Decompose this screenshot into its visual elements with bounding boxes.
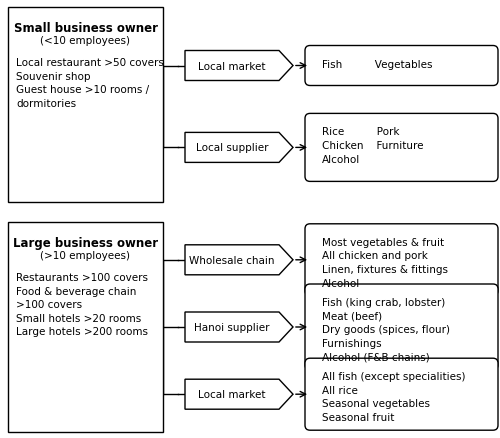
Text: Large business owner: Large business owner bbox=[13, 237, 158, 249]
Text: Hanoi supplier: Hanoi supplier bbox=[194, 322, 270, 332]
Text: Local restaurant >50 covers
Souvenir shop
Guest house >10 rooms /
dormitories: Local restaurant >50 covers Souvenir sho… bbox=[16, 58, 164, 109]
Text: (>10 employees): (>10 employees) bbox=[40, 251, 130, 261]
Text: Fish (king crab, lobster)
Meat (beef)
Dry goods (spices, flour)
Furnishings
Alco: Fish (king crab, lobster) Meat (beef) Dr… bbox=[322, 297, 450, 362]
Polygon shape bbox=[185, 312, 293, 342]
Polygon shape bbox=[185, 51, 293, 81]
Text: Rice          Pork
Chicken    Furniture
Alcohol: Rice Pork Chicken Furniture Alcohol bbox=[322, 127, 424, 164]
Text: Fish          Vegetables: Fish Vegetables bbox=[322, 60, 432, 69]
Text: Local market: Local market bbox=[198, 61, 266, 71]
FancyBboxPatch shape bbox=[305, 46, 498, 86]
FancyBboxPatch shape bbox=[305, 284, 498, 370]
Text: Local supplier: Local supplier bbox=[196, 143, 268, 153]
FancyBboxPatch shape bbox=[305, 358, 498, 430]
Text: Small business owner: Small business owner bbox=[14, 22, 158, 35]
Text: All fish (except specialities)
All rice
Seasonal vegetables
Seasonal fruit: All fish (except specialities) All rice … bbox=[322, 371, 466, 422]
Polygon shape bbox=[185, 245, 293, 275]
Text: Local market: Local market bbox=[198, 389, 266, 399]
Text: (<10 employees): (<10 employees) bbox=[40, 36, 130, 46]
Bar bbox=[8, 8, 163, 202]
Text: Restaurants >100 covers
Food & beverage chain
>100 covers
Small hotels >20 rooms: Restaurants >100 covers Food & beverage … bbox=[16, 272, 148, 337]
Bar bbox=[8, 223, 163, 432]
Polygon shape bbox=[185, 133, 293, 163]
Polygon shape bbox=[185, 379, 293, 409]
Text: Most vegetables & fruit
All chicken and pork
Linen, fixtures & fittings
Alcohol: Most vegetables & fruit All chicken and … bbox=[322, 237, 448, 288]
FancyBboxPatch shape bbox=[305, 224, 498, 296]
Text: Wholesale chain: Wholesale chain bbox=[189, 255, 275, 265]
FancyBboxPatch shape bbox=[305, 114, 498, 182]
